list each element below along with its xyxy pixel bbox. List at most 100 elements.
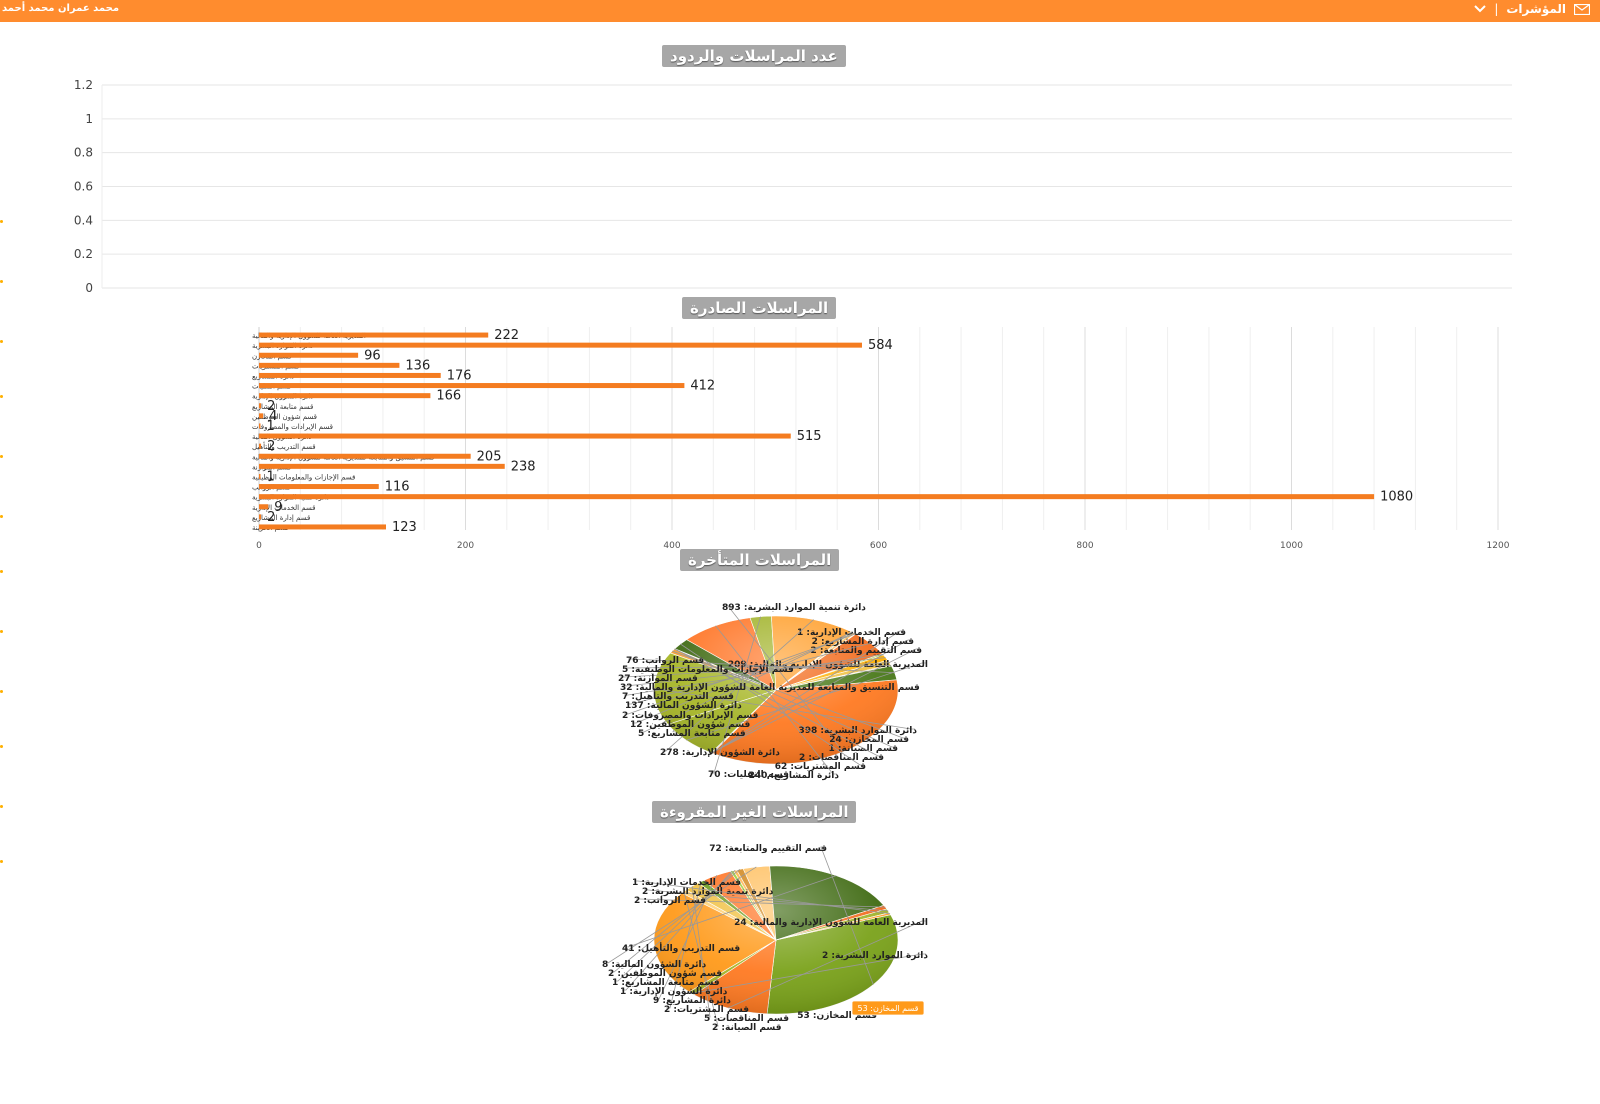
- bar: [259, 443, 262, 449]
- x-tick-label: 1200: [1487, 541, 1510, 551]
- slice-label: دائرة الموارد البشرية: 398: [798, 726, 917, 736]
- leader-line: [604, 866, 757, 964]
- leader-line: [727, 920, 926, 1009]
- user-name[interactable]: محمد عمران محمد أحمد: [2, 3, 120, 14]
- leader-line: [624, 633, 856, 715]
- edge-markers: [0, 220, 3, 900]
- bar: [259, 484, 379, 490]
- slice-label: دائرة المشاريع: 240: [749, 771, 840, 781]
- chart3-plot: دائرة تنمية الموارد البشرية: 893 قسم الخد…: [618, 603, 928, 781]
- x-tick-label: 600: [870, 541, 887, 551]
- bar: [259, 403, 262, 409]
- tooltip: قسم المخازن: 53: [851, 1000, 925, 1016]
- bar: [259, 362, 400, 368]
- slice-label: قسم الرواتب: 2: [634, 896, 706, 906]
- slice-label: قسم متابعة المشاريع: 1: [612, 978, 720, 988]
- slice-label: قسم الموازنة: 27: [618, 674, 698, 684]
- bar-value-label: 166: [436, 389, 461, 404]
- leader-line: [672, 650, 907, 739]
- y-tick-label: 0.2: [74, 247, 93, 261]
- bar-value-label: 1: [267, 419, 275, 434]
- leader-line: [624, 665, 892, 669]
- leader-line: [711, 639, 912, 754]
- y-tick-label: 1: [85, 112, 93, 126]
- slice-label: قسم النقليات: 70: [708, 770, 789, 780]
- y-tick-label: 0.6: [74, 180, 93, 194]
- category-label: قسم إدارة المشاريع: [252, 514, 310, 522]
- bar: [259, 473, 261, 479]
- slice-label: دائرة الشؤون المالية: 137: [625, 701, 742, 711]
- slice-label: قسم الصيانة: 2: [712, 1023, 782, 1033]
- slice-label: قسم الخدمات الإدارية: 1: [797, 628, 906, 638]
- bar-value-label: 2: [267, 439, 275, 454]
- slice-label: قسم متابعة المشاريع: 5: [638, 729, 746, 739]
- bar: [259, 352, 359, 358]
- slice-label: قسم الصيانة: 1: [829, 744, 899, 754]
- slice-label: قسم المناقصات: 2: [799, 753, 884, 763]
- slice-label: دائرة الموارد البشرية: 2: [822, 951, 928, 961]
- x-tick-label: 400: [663, 541, 680, 551]
- bar-value-label: 9: [274, 500, 282, 515]
- pie-shine: [654, 866, 898, 1014]
- slice-label: دائرة المشاريع: 9: [653, 996, 731, 1006]
- slice-label: دائرة الشؤون الإدارية: 278: [660, 748, 780, 758]
- category-label: قسم الخدمات الإدارية: [252, 504, 316, 512]
- chart4-plot: قسم التقييم والمتابعة: 72 المديرية العامة…: [602, 844, 928, 1033]
- leader-line: [712, 630, 904, 754]
- bar: [259, 463, 505, 469]
- leader-line: [627, 642, 871, 705]
- leader-line: [711, 648, 920, 754]
- bar: [259, 524, 386, 530]
- leader-line: [624, 875, 837, 948]
- slice-label: قسم المشتريات: 2: [664, 1005, 749, 1015]
- tooltip-text: قسم المخازن: 53: [858, 1004, 919, 1013]
- leader-line: [632, 632, 855, 724]
- chart1-plot: 1.2 1 0.8 0.6 0.4 0.2 0: [74, 78, 1512, 295]
- bar-value-label: 116: [385, 480, 410, 495]
- leader-line: [634, 880, 891, 915]
- leader-line: [628, 658, 895, 674]
- chart1-title: عدد المراسلات والردود: [662, 45, 846, 67]
- slice-label: قسم التدريب والتأهيل: 7: [622, 690, 734, 702]
- y-tick-label: 0.4: [74, 213, 93, 227]
- slice-label: قسم المخازن: 53: [797, 1011, 877, 1021]
- leader-line: [610, 869, 741, 973]
- indicators-menu[interactable]: المؤشرات |: [1474, 2, 1590, 16]
- category-label: قسم متابعة المشاريع: [252, 403, 313, 411]
- leader-line: [666, 881, 702, 1009]
- chart2-title: المراسلات الصادرة: [682, 297, 837, 319]
- y-tick-label: 0.8: [74, 146, 93, 160]
- slice-label: قسم إدارة المشاريع: 2: [812, 637, 915, 647]
- leader-line: [636, 898, 886, 908]
- bar: [259, 504, 269, 510]
- leader-line: [691, 953, 926, 994]
- bar-value-label: 176: [447, 368, 472, 383]
- leader-line: [622, 870, 733, 991]
- leader-line: [674, 648, 896, 748]
- category-label: قسم شؤون الموظفين: [252, 413, 317, 421]
- x-tick-label: 200: [457, 541, 474, 551]
- slice-label: قسم الإجازات والمعلومات الوظيفية: 5: [622, 665, 794, 675]
- slice-label: دائرة الشؤون المالية: 8: [602, 960, 707, 970]
- x-tick-label: 0: [256, 541, 262, 551]
- envelope-icon: [1574, 3, 1590, 15]
- chart4-title: المراسلات الغير المقروءة: [652, 801, 857, 823]
- chevron-down-icon[interactable]: [1474, 5, 1487, 13]
- bar: [259, 453, 471, 459]
- slice-label: المديرية العامة للشؤون الإدارية والمالية…: [734, 918, 928, 928]
- bar-value-label: 123: [392, 520, 417, 535]
- leader-line: [691, 886, 711, 1018]
- category-label: قسم الإيرادات والمصروفات: [252, 423, 333, 431]
- slice-label: قسم الخدمات الإدارية: 1: [632, 878, 741, 888]
- slice-label: قسم التدريب والتأهيل: 41: [622, 942, 740, 954]
- slice-label: قسم الرواتب: 76: [626, 656, 704, 666]
- menu-label[interactable]: المؤشرات: [1506, 2, 1566, 16]
- bar-value-label: 1: [267, 469, 275, 484]
- slice-label: قسم التقييم والمتابعة: 2: [811, 646, 923, 656]
- slice-label: قسم الإيرادات والمصروفات: 2: [622, 711, 759, 721]
- bar-value-label: 2: [267, 399, 275, 414]
- bar-value-label: 96: [364, 348, 381, 363]
- x-tick-label: 800: [1076, 541, 1093, 551]
- bar: [259, 393, 431, 399]
- bar: [259, 494, 1375, 500]
